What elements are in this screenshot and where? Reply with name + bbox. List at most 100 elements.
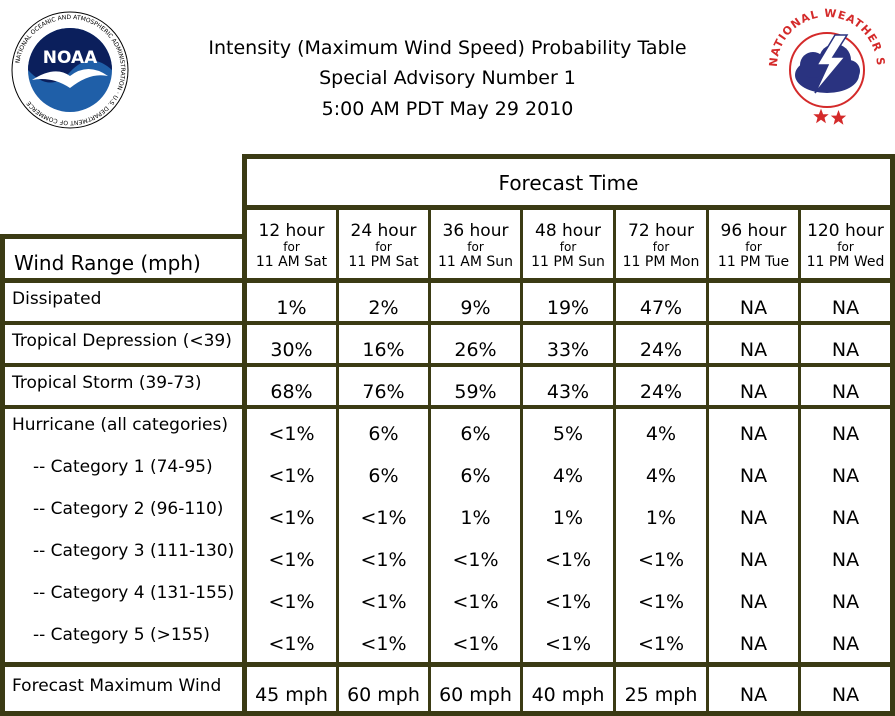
column-for: for: [375, 240, 392, 254]
table-value: 60 mph: [439, 684, 512, 706]
table-value: 4%: [552, 465, 584, 487]
row-label-cell: Tropical Storm (39-73): [5, 367, 242, 405]
column-for: for: [467, 240, 484, 254]
table-value: 19%: [546, 297, 590, 319]
column-for: for: [837, 240, 854, 254]
value-cell: NA: [801, 283, 890, 321]
column-when: 11 AM Sun: [437, 254, 513, 270]
table-value: NA: [831, 297, 860, 319]
value-cell: 2%: [339, 283, 428, 321]
value-cell: 16%: [339, 325, 428, 363]
value-cell: 45 mph: [247, 667, 336, 711]
table-value: <1%: [268, 633, 315, 655]
column-for: for: [652, 240, 670, 254]
value-cell: 30%: [247, 325, 336, 363]
table-value: <1%: [268, 465, 315, 487]
value-cell: NA: [801, 325, 890, 363]
table-value: 30%: [270, 339, 313, 361]
table-value: 6%: [460, 423, 491, 445]
table-value: 9%: [460, 297, 491, 319]
column-header: 96 hour for 11 PM Tue: [709, 210, 798, 278]
column-hour: 72 hour: [628, 221, 694, 241]
column-for: for: [745, 240, 762, 254]
table-value: NA: [831, 507, 860, 529]
column-header: 36 hour for 11 AM Sun: [431, 210, 520, 278]
row-label: Forecast Maximum Wind: [12, 676, 222, 696]
table-value: <1%: [360, 507, 407, 529]
table-value: 1%: [460, 507, 491, 529]
value-cell: 19%: [523, 283, 613, 321]
forecast-time-header: Forecast Time: [247, 159, 890, 205]
wind-range-header: Wind Range (mph): [5, 239, 242, 278]
value-cell: 5% 4% 1% <1% <1% <1%: [523, 409, 613, 662]
column-header: 72 hour for 11 PM Mon: [616, 210, 706, 278]
row-label: Hurricane (all categories): [12, 415, 229, 435]
value-cell: 26%: [431, 325, 520, 363]
table-value: <1%: [360, 549, 407, 571]
column-header: 48 hour for 11 PM Sun: [523, 210, 613, 278]
table-value: NA: [739, 423, 768, 445]
column-hour: 12 hour: [258, 221, 325, 241]
table-value: 16%: [362, 339, 405, 361]
table-value: 60 mph: [347, 684, 420, 706]
table-value: <1%: [637, 591, 685, 613]
column-header: 12 hour for 11 AM Sat: [247, 210, 336, 278]
value-cell: NA: [801, 667, 890, 711]
table-value: <1%: [544, 633, 592, 655]
value-cell: NA NA NA NA NA NA: [801, 409, 890, 662]
table-value: NA: [831, 423, 860, 445]
row-label: -- Category 5 (>155): [33, 625, 210, 645]
value-cell: 24%: [616, 325, 706, 363]
table-value: 76%: [362, 381, 405, 403]
value-cell: NA: [709, 367, 798, 405]
column-hour: 120 hour: [807, 221, 884, 241]
table-value: 33%: [546, 339, 590, 361]
value-cell: 24%: [616, 367, 706, 405]
table-value: <1%: [268, 591, 315, 613]
table-value: <1%: [544, 591, 592, 613]
table-value: NA: [831, 633, 860, 655]
value-cell: 59%: [431, 367, 520, 405]
table-value: <1%: [452, 591, 499, 613]
table-value: 6%: [460, 465, 491, 487]
table-value: NA: [739, 339, 768, 361]
row-label: Dissipated: [12, 289, 102, 309]
table-value: NA: [739, 297, 768, 319]
column-for: for: [559, 240, 577, 254]
table-value: <1%: [360, 633, 407, 655]
column-header: 120 hour for 11 PM Wed: [801, 210, 890, 278]
value-cell: 6% 6% <1% <1% <1% <1%: [339, 409, 428, 662]
row-label: -- Category 3 (111-130): [33, 541, 235, 561]
title-line-2: Special Advisory Number 1: [319, 67, 576, 89]
table-value: NA: [831, 591, 860, 613]
value-cell: NA NA NA NA NA NA: [709, 409, 798, 662]
row-label: Tropical Storm (39-73): [12, 373, 202, 393]
value-cell: 1%: [247, 283, 336, 321]
table-value: 59%: [454, 381, 497, 403]
value-cell: 60 mph: [339, 667, 428, 711]
table-value: 1%: [552, 507, 584, 529]
row-label: -- Category 4 (131-155): [33, 583, 235, 603]
value-cell: 6% 6% 1% <1% <1% <1%: [431, 409, 520, 662]
table-value: NA: [831, 684, 860, 706]
table-value: 4%: [645, 423, 677, 445]
table-value: <1%: [268, 423, 315, 445]
table-value: <1%: [268, 549, 315, 571]
value-cell: 9%: [431, 283, 520, 321]
table-value: NA: [739, 465, 768, 487]
value-cell: 60 mph: [431, 667, 520, 711]
column-when: 11 PM Sat: [348, 254, 419, 270]
title-line-1: Intensity (Maximum Wind Speed) Probabili…: [208, 37, 687, 59]
table-value: 40 mph: [531, 684, 605, 706]
title-line-3: 5:00 AM PDT May 29 2010: [321, 98, 574, 120]
table-value: 4%: [645, 465, 677, 487]
table-value: 2%: [368, 297, 399, 319]
table-value: NA: [831, 339, 860, 361]
table-value: 47%: [639, 297, 683, 319]
table-value: 6%: [368, 465, 399, 487]
value-cell: 33%: [523, 325, 613, 363]
svg-text:NOAA: NOAA: [43, 48, 98, 68]
column-hour: 96 hour: [720, 221, 787, 241]
table-value: NA: [739, 381, 768, 403]
column-when: 11 PM Wed: [806, 254, 885, 270]
